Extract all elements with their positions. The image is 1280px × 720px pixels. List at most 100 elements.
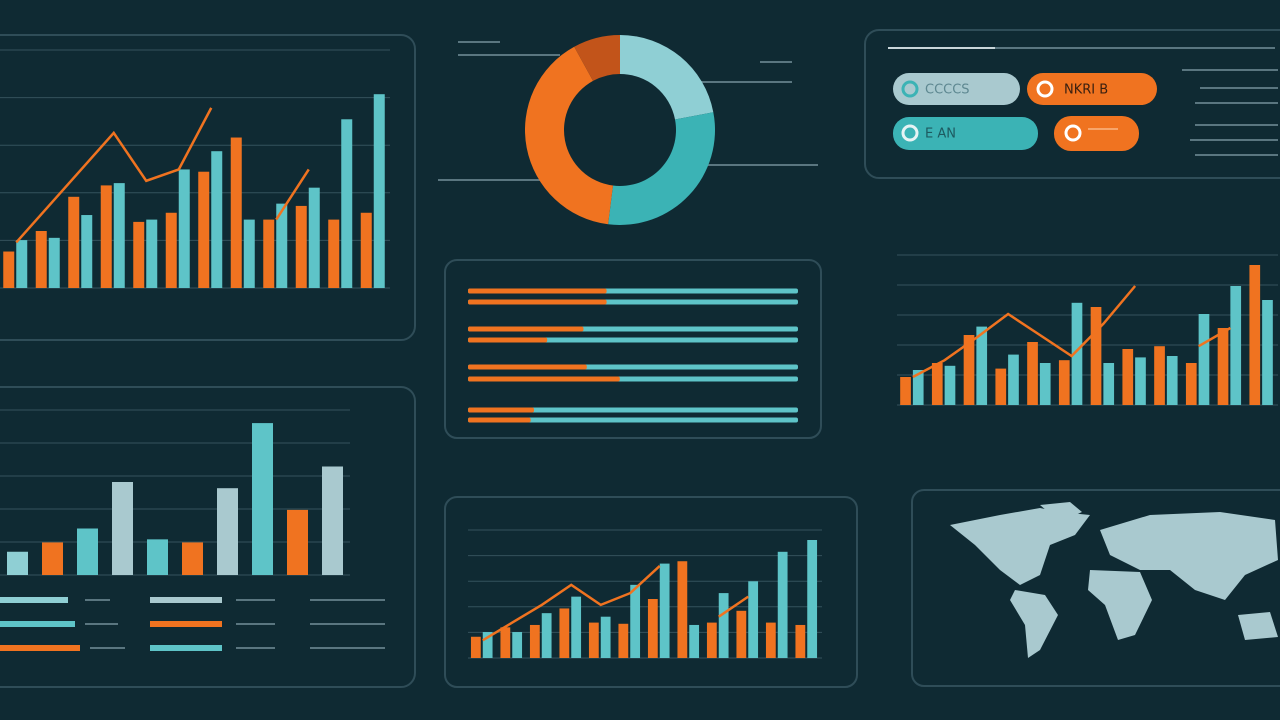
bar — [100, 185, 112, 288]
bar — [341, 119, 353, 288]
bar — [68, 196, 80, 288]
bar — [1185, 363, 1197, 405]
bar — [48, 237, 60, 288]
pill-icon — [901, 124, 919, 142]
bar — [295, 205, 307, 288]
pill[interactable] — [893, 117, 1038, 150]
bar — [217, 488, 238, 575]
bar — [178, 169, 190, 288]
pill-label: CCCCS — [925, 83, 970, 98]
progress-bar — [468, 288, 607, 294]
bar — [618, 623, 629, 658]
progress-bar — [468, 337, 548, 343]
bar — [112, 482, 133, 575]
bar — [165, 212, 177, 288]
bar — [328, 219, 340, 288]
panel — [444, 496, 858, 688]
progress-bar — [468, 417, 531, 423]
world-map — [950, 502, 1278, 658]
bar — [1249, 265, 1261, 405]
bar — [7, 551, 28, 575]
bar — [147, 539, 168, 575]
bar — [706, 622, 717, 658]
panel — [864, 29, 1280, 179]
bar — [1230, 286, 1242, 405]
trend-line — [15, 107, 310, 244]
bar — [1090, 307, 1102, 405]
bar — [1008, 354, 1019, 405]
pill-icon — [1064, 124, 1082, 142]
bar — [600, 616, 611, 658]
bar — [976, 326, 988, 405]
panel — [0, 34, 416, 341]
bar — [1262, 300, 1273, 405]
bar — [630, 584, 641, 658]
bar — [42, 542, 63, 575]
bar — [541, 613, 552, 658]
progress-track — [468, 417, 798, 423]
bar — [133, 221, 145, 288]
pill[interactable] — [893, 73, 1020, 105]
bar — [677, 561, 688, 658]
pill-icon — [901, 80, 919, 98]
trend-line — [912, 285, 1232, 379]
decor-lines — [0, 41, 1278, 651]
bar — [360, 212, 372, 288]
panel — [444, 259, 822, 439]
bar — [243, 219, 255, 288]
donut-slice — [608, 112, 715, 225]
bar — [35, 231, 47, 288]
bar — [571, 596, 582, 658]
pill[interactable] — [1027, 73, 1157, 105]
bar — [718, 593, 729, 658]
bar — [146, 219, 158, 288]
bar — [931, 363, 943, 405]
donut-slice — [574, 35, 620, 81]
bar — [16, 240, 28, 288]
bar — [1154, 346, 1165, 405]
progress-track — [468, 337, 798, 343]
bar — [113, 183, 125, 288]
progress-bar — [468, 299, 607, 305]
bar — [230, 137, 242, 288]
bar — [1135, 357, 1146, 405]
progress-bar — [468, 376, 620, 382]
bar — [777, 551, 788, 658]
bar — [198, 171, 210, 288]
bar — [807, 540, 818, 658]
bar — [287, 509, 308, 575]
bar — [1217, 328, 1229, 405]
trend-line — [482, 565, 749, 642]
bar — [263, 219, 275, 288]
bar — [252, 423, 273, 575]
bar — [689, 624, 700, 658]
bar — [512, 632, 523, 658]
progress-bar — [468, 326, 584, 332]
bar — [559, 608, 570, 658]
bar — [1198, 314, 1210, 405]
pill[interactable] — [1054, 116, 1139, 151]
bar — [77, 528, 98, 575]
bar — [1166, 356, 1178, 405]
bar — [659, 563, 670, 658]
progress-bar — [468, 407, 534, 413]
pill-label: NKRI B — [1064, 83, 1108, 98]
bar — [182, 542, 203, 575]
bar — [765, 622, 776, 658]
bar — [470, 636, 481, 658]
bar — [1058, 360, 1070, 405]
pills: CCCCS NKRI B E AN — [893, 73, 1157, 151]
bar — [81, 215, 93, 288]
bar — [373, 94, 385, 288]
bar — [500, 627, 511, 658]
donut-slice — [620, 35, 714, 120]
bar — [900, 377, 911, 405]
bar — [995, 368, 1007, 405]
bar — [748, 581, 759, 658]
bar — [963, 335, 975, 405]
donut-slice — [524, 46, 613, 225]
bar — [1027, 342, 1038, 405]
bar — [482, 632, 493, 658]
